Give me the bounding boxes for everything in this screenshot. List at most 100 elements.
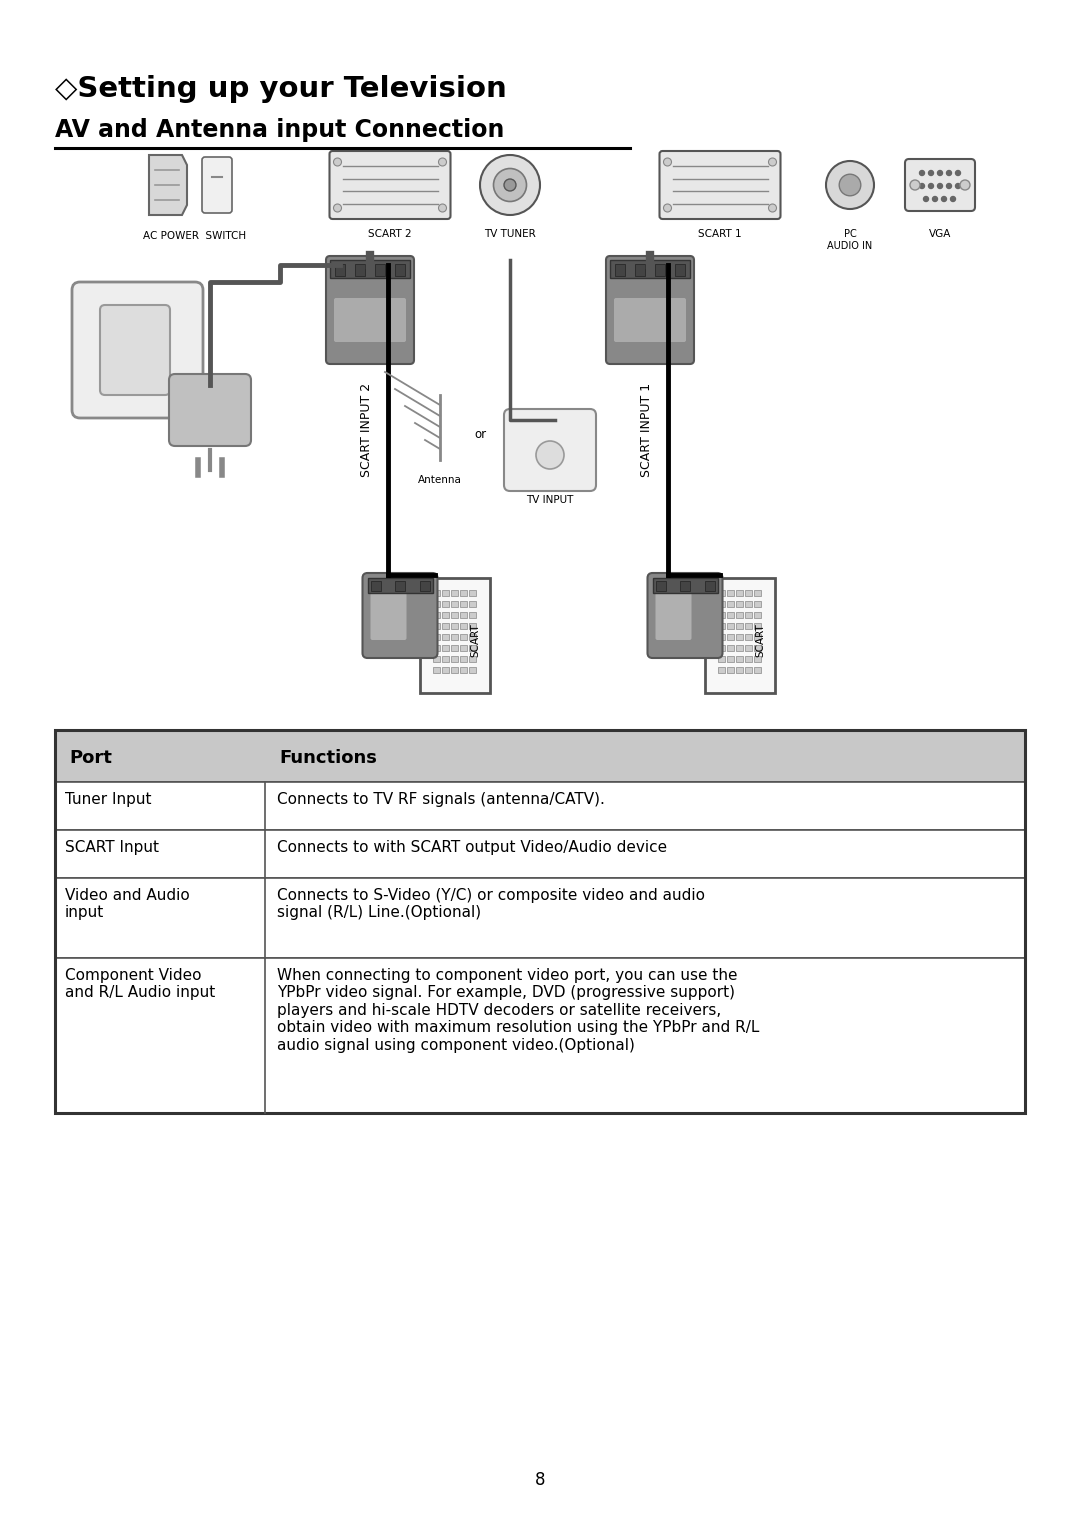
Circle shape (923, 197, 929, 202)
FancyBboxPatch shape (745, 656, 752, 662)
Text: Functions: Functions (279, 749, 377, 768)
FancyBboxPatch shape (718, 622, 725, 628)
FancyBboxPatch shape (55, 729, 1025, 781)
FancyBboxPatch shape (460, 645, 467, 651)
FancyBboxPatch shape (469, 667, 476, 673)
Text: VGA: VGA (929, 229, 951, 239)
Text: SCART: SCART (755, 624, 765, 657)
FancyBboxPatch shape (652, 578, 717, 593)
FancyBboxPatch shape (469, 622, 476, 628)
FancyBboxPatch shape (660, 151, 781, 219)
FancyBboxPatch shape (705, 578, 775, 693)
FancyBboxPatch shape (469, 601, 476, 607)
FancyBboxPatch shape (460, 622, 467, 628)
Circle shape (932, 197, 937, 202)
FancyBboxPatch shape (370, 581, 406, 641)
FancyBboxPatch shape (442, 612, 449, 618)
Text: Connects to S-Video (Y/C) or composite video and audio
signal (R/L) Line.(Option: Connects to S-Video (Y/C) or composite v… (276, 888, 705, 920)
FancyBboxPatch shape (451, 656, 458, 662)
FancyBboxPatch shape (451, 601, 458, 607)
FancyBboxPatch shape (469, 590, 476, 596)
FancyBboxPatch shape (745, 622, 752, 628)
FancyBboxPatch shape (100, 304, 170, 394)
FancyBboxPatch shape (654, 265, 665, 277)
FancyBboxPatch shape (433, 667, 440, 673)
FancyBboxPatch shape (745, 612, 752, 618)
FancyBboxPatch shape (656, 581, 691, 641)
Circle shape (956, 171, 960, 176)
FancyBboxPatch shape (355, 265, 365, 277)
FancyBboxPatch shape (420, 578, 490, 693)
Text: Tuner Input: Tuner Input (65, 792, 151, 807)
Circle shape (334, 203, 341, 213)
FancyBboxPatch shape (433, 590, 440, 596)
Circle shape (494, 168, 527, 202)
Text: SCART Input: SCART Input (65, 839, 159, 855)
FancyBboxPatch shape (735, 635, 743, 641)
Circle shape (438, 157, 446, 167)
FancyBboxPatch shape (442, 656, 449, 662)
FancyBboxPatch shape (606, 255, 694, 364)
Circle shape (960, 180, 970, 190)
Text: AC POWER  SWITCH: AC POWER SWITCH (144, 231, 246, 242)
Text: When connecting to component video port, you can use the
YPbPr video signal. For: When connecting to component video port,… (276, 968, 759, 1052)
Circle shape (663, 157, 672, 167)
Circle shape (956, 183, 960, 188)
FancyBboxPatch shape (727, 622, 734, 628)
FancyBboxPatch shape (704, 581, 715, 592)
FancyBboxPatch shape (754, 590, 761, 596)
FancyBboxPatch shape (395, 265, 405, 277)
Circle shape (950, 197, 956, 202)
FancyBboxPatch shape (610, 260, 690, 278)
FancyBboxPatch shape (718, 667, 725, 673)
FancyBboxPatch shape (727, 645, 734, 651)
Polygon shape (149, 154, 187, 216)
FancyBboxPatch shape (334, 298, 406, 342)
FancyBboxPatch shape (451, 635, 458, 641)
Circle shape (910, 180, 920, 190)
FancyBboxPatch shape (330, 260, 410, 278)
FancyBboxPatch shape (754, 656, 761, 662)
Circle shape (946, 171, 951, 176)
FancyBboxPatch shape (442, 667, 449, 673)
FancyBboxPatch shape (754, 612, 761, 618)
FancyBboxPatch shape (460, 601, 467, 607)
FancyBboxPatch shape (55, 878, 1025, 959)
FancyBboxPatch shape (469, 656, 476, 662)
Circle shape (769, 157, 777, 167)
Circle shape (504, 179, 516, 191)
Text: TV TUNER: TV TUNER (484, 229, 536, 239)
FancyBboxPatch shape (460, 667, 467, 673)
Circle shape (480, 154, 540, 216)
Text: SCART: SCART (470, 624, 480, 657)
Circle shape (919, 171, 924, 176)
FancyBboxPatch shape (329, 151, 450, 219)
FancyBboxPatch shape (469, 635, 476, 641)
FancyBboxPatch shape (433, 601, 440, 607)
Circle shape (826, 161, 874, 209)
Circle shape (536, 440, 564, 469)
FancyBboxPatch shape (648, 573, 723, 657)
FancyBboxPatch shape (727, 667, 734, 673)
Text: Port: Port (69, 749, 112, 768)
FancyBboxPatch shape (504, 408, 596, 491)
FancyBboxPatch shape (55, 781, 1025, 830)
FancyBboxPatch shape (680, 581, 690, 592)
FancyBboxPatch shape (718, 656, 725, 662)
FancyBboxPatch shape (433, 645, 440, 651)
FancyBboxPatch shape (656, 581, 665, 592)
FancyBboxPatch shape (745, 635, 752, 641)
FancyBboxPatch shape (55, 959, 1025, 1113)
FancyBboxPatch shape (442, 645, 449, 651)
FancyBboxPatch shape (433, 612, 440, 618)
FancyBboxPatch shape (727, 656, 734, 662)
Circle shape (663, 203, 672, 213)
Circle shape (937, 183, 943, 188)
FancyBboxPatch shape (442, 622, 449, 628)
FancyBboxPatch shape (326, 255, 414, 364)
FancyBboxPatch shape (442, 590, 449, 596)
FancyBboxPatch shape (367, 578, 432, 593)
Text: TV INPUT: TV INPUT (526, 495, 573, 505)
FancyBboxPatch shape (735, 645, 743, 651)
FancyBboxPatch shape (442, 601, 449, 607)
